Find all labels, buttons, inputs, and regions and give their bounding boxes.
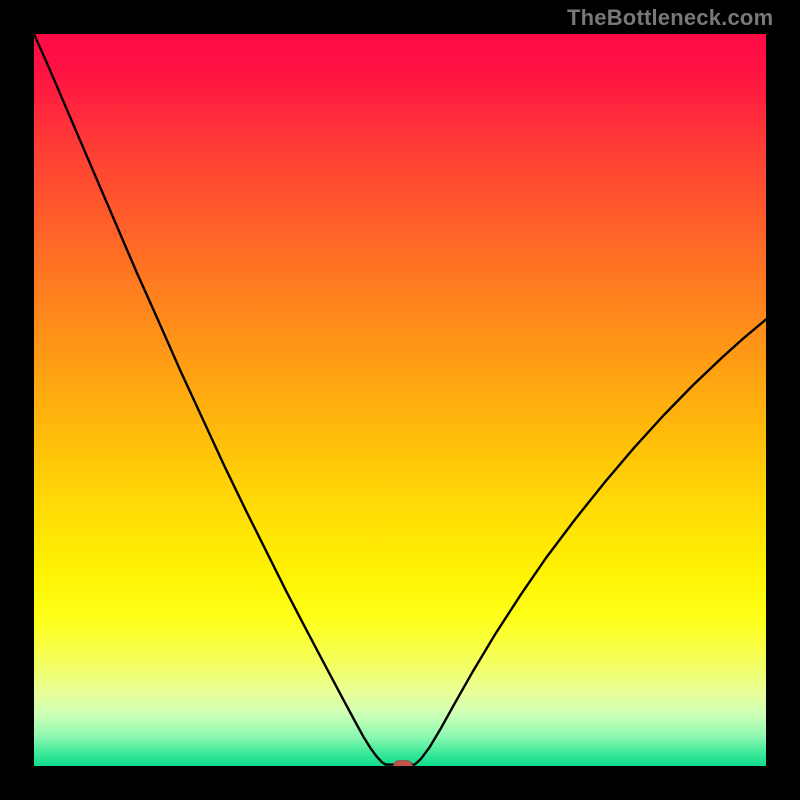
watermark-text: TheBottleneck.com <box>567 5 773 31</box>
chart-background <box>34 34 766 766</box>
optimum-marker <box>393 761 412 766</box>
chart-svg <box>34 34 766 766</box>
chart-plot-area <box>34 34 766 766</box>
